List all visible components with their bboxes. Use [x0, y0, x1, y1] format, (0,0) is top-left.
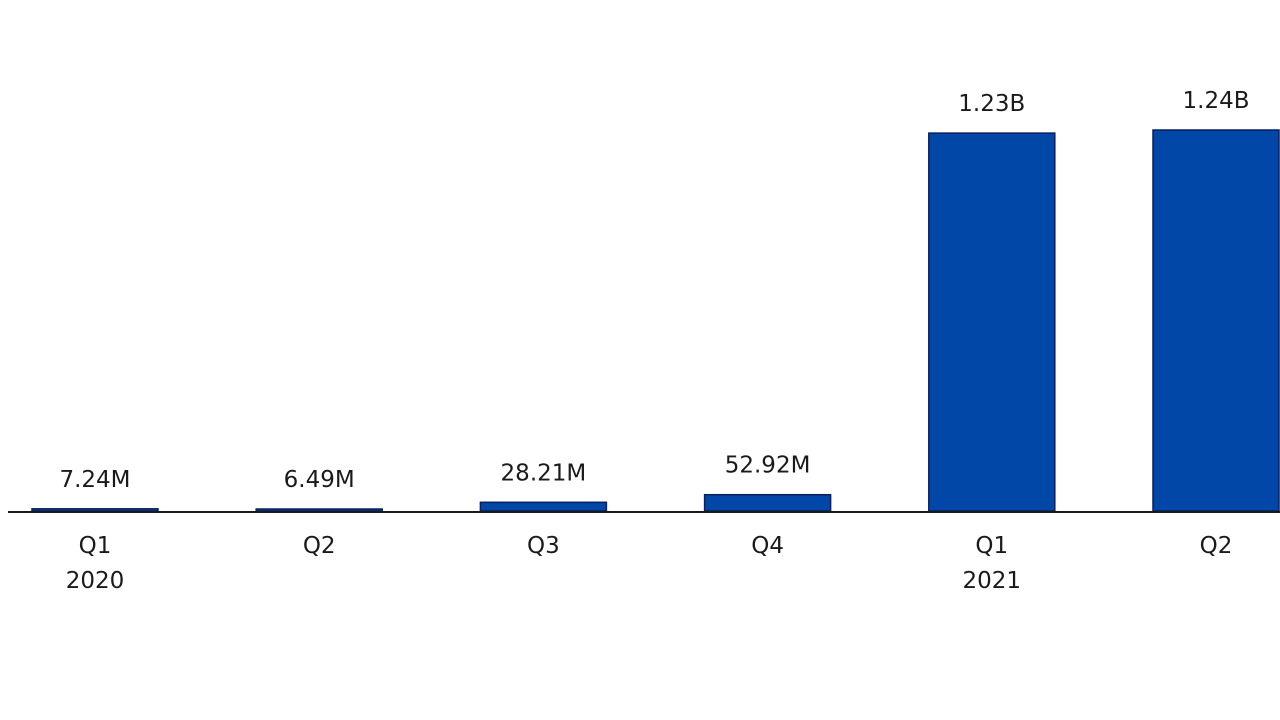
x-tick-label-1: Q1	[79, 533, 112, 559]
x-tick-label-2: Q2	[303, 533, 336, 559]
x-year-label-5: 2021	[963, 568, 1022, 594]
data-label-1: 7.24M	[59, 467, 130, 493]
x-tick-label-6: Q2	[1200, 533, 1233, 559]
x-tick-label-3: Q3	[527, 533, 560, 559]
bar-1	[31, 508, 159, 512]
bar-4	[703, 493, 832, 512]
data-label-5: 1.23B	[958, 91, 1025, 117]
bars-group	[31, 129, 1280, 512]
bar-3	[479, 501, 608, 512]
value-labels-group: 7.24M 6.49M 28.21M 52.92M 1.23B 1.24B	[59, 88, 1249, 493]
bar-5	[928, 132, 1056, 512]
tick-labels-group: Q1 Q2 Q3 Q4 Q1 Q2	[79, 533, 1233, 559]
bar-2	[255, 508, 383, 512]
data-label-4: 52.92M	[725, 453, 811, 479]
x-tick-label-4: Q4	[751, 533, 784, 559]
year-labels-group: 2020 2021	[66, 568, 1021, 594]
data-label-3: 28.21M	[501, 460, 587, 486]
x-year-label-1: 2020	[66, 568, 125, 594]
bar-6	[1152, 129, 1280, 512]
data-label-6: 1.24B	[1183, 88, 1250, 114]
data-label-2: 6.49M	[284, 467, 355, 493]
x-tick-label-5: Q1	[975, 533, 1008, 559]
